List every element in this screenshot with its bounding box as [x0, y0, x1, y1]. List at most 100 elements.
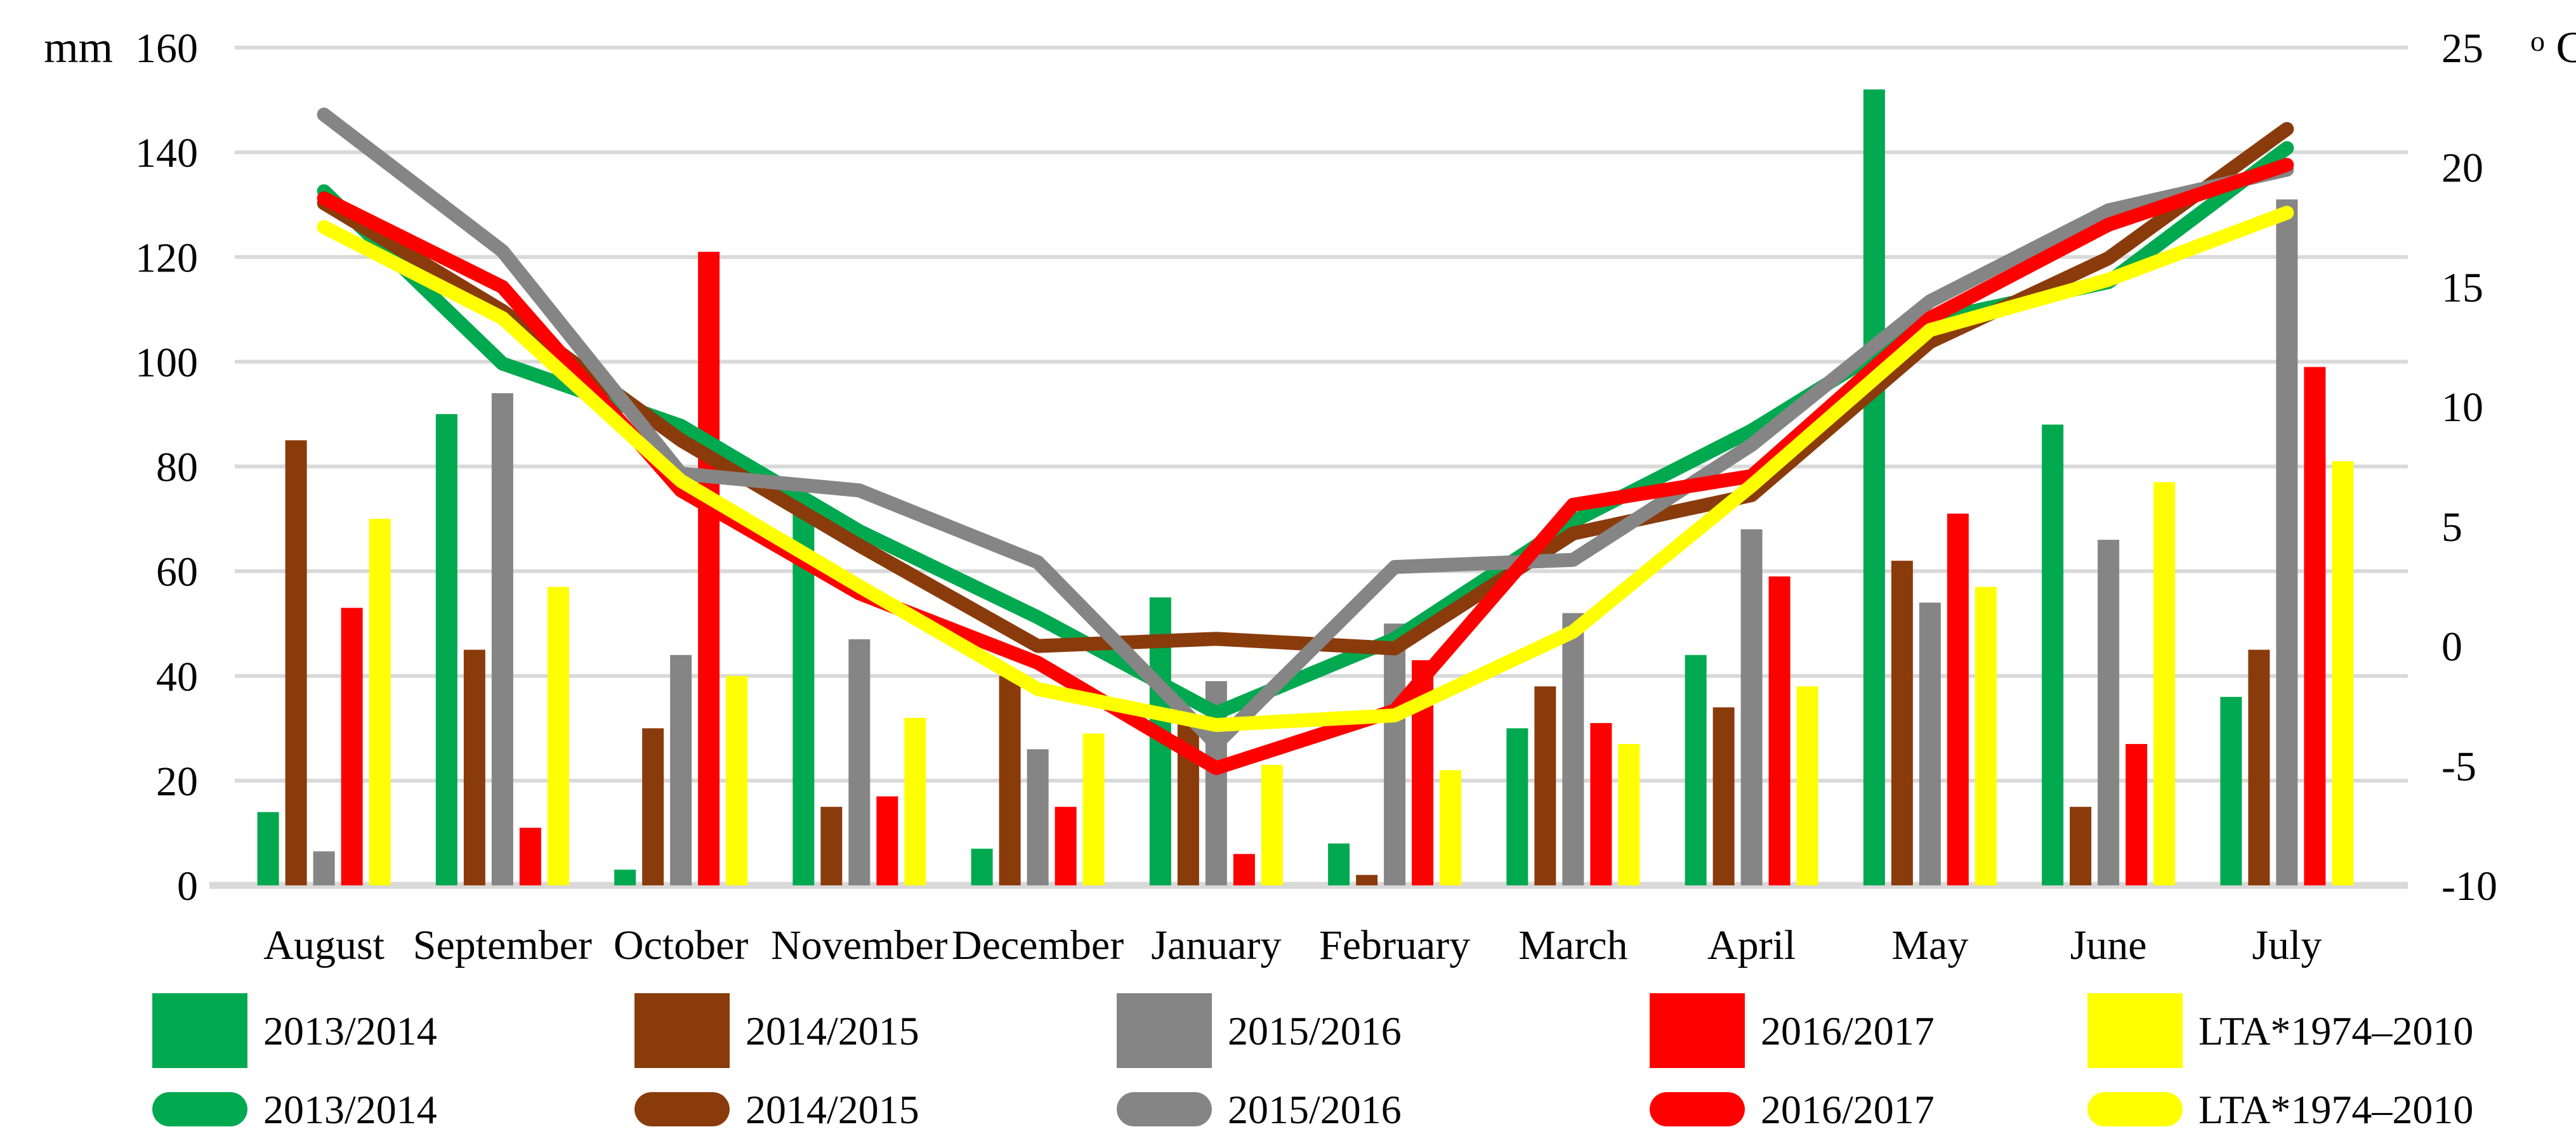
bar-august: [313, 851, 335, 885]
legend-bar-swatch: [1650, 993, 1745, 1068]
bar-june: [2042, 424, 2064, 885]
bar-june: [2153, 482, 2176, 885]
bar-november: [904, 717, 926, 885]
right-axis-tick-label: -10: [2441, 863, 2497, 909]
bar-may: [1863, 89, 1885, 885]
right-axis-tick-label: 15: [2441, 264, 2483, 311]
legend-line-label: 2015/2016: [1228, 1087, 1402, 1132]
left-axis-tick-label: 160: [135, 25, 198, 72]
legend-bar-swatch: [2087, 993, 2183, 1068]
legend-item-bar-2013-2014: 2013/2014: [152, 993, 437, 1068]
month-label-june: June: [2070, 922, 2147, 968]
bar-may: [1947, 513, 1969, 885]
bar-july: [2276, 199, 2298, 885]
bar-september: [519, 828, 541, 885]
month-label-march: March: [1518, 922, 1627, 968]
bar-march: [1590, 723, 1612, 885]
right-axis-tick-label: 20: [2441, 145, 2483, 192]
bar-june: [2098, 540, 2120, 885]
legend-bar-label: 2014/2015: [746, 1008, 919, 1053]
bar-march: [1562, 613, 1584, 885]
right-axis-tick-label: -5: [2441, 743, 2476, 790]
legend-line-label: LTA*1974–2010: [2198, 1087, 2473, 1132]
legend-line-swatch: [1650, 1092, 1745, 1126]
bar-november: [848, 639, 871, 885]
right-axis-tick-label: 0: [2441, 624, 2462, 670]
bar-february: [1440, 770, 1462, 885]
bar-march: [1534, 686, 1556, 885]
bar-december: [1082, 733, 1105, 885]
legend-item-line-2013-2014: 2013/2014: [152, 1087, 437, 1132]
bar-october: [642, 728, 664, 885]
left-axis-unit-label: mm: [44, 23, 113, 72]
bar-october: [670, 655, 692, 885]
month-label-august: August: [263, 922, 384, 968]
bar-september: [435, 414, 457, 885]
legend-line-swatch: [634, 1092, 730, 1126]
degree-base: C: [2556, 23, 2576, 72]
degree-sup: o: [2530, 25, 2545, 57]
legend-bar-swatch: [1117, 993, 1212, 1068]
legend-bar-label: 2016/2017: [1761, 1008, 1935, 1053]
axis-labels-layer: 160 140 120 100 80 60 40 20 0 25 20 15 10 5 0 -5 -10 Augu…: [135, 25, 2497, 968]
legend-item-line-LTA-1974-2010: LTA*1974–2010: [2087, 1087, 2473, 1132]
bar-april: [1768, 576, 1791, 885]
legend-item-line-2016-2017: 2016/2017: [1650, 1087, 1935, 1132]
bar-december: [999, 675, 1021, 885]
left-axis-tick-label: 60: [156, 549, 198, 596]
bar-september: [491, 393, 513, 885]
left-axis-tick-label: 140: [135, 130, 198, 176]
bar-january: [1233, 854, 1255, 885]
legend-line-swatch: [152, 1092, 247, 1126]
bar-august: [257, 812, 279, 885]
bar-october: [698, 251, 720, 885]
left-axis-tick-label: 100: [135, 339, 198, 386]
month-label-july: July: [2252, 922, 2322, 968]
month-label-december: December: [952, 922, 1124, 968]
bar-february: [1384, 623, 1406, 885]
legend-line-label: 2014/2015: [746, 1087, 919, 1132]
month-label-october: October: [614, 922, 749, 968]
legend-item-bar-2016-2017: 2016/2017: [1650, 993, 1935, 1068]
bar-april: [1685, 655, 1707, 885]
bar-series-LTA-1974-2010: [369, 461, 2354, 885]
temperature-line-LTA-1974-2010: [317, 205, 2294, 733]
left-axis-tick-label: 40: [156, 654, 198, 700]
bar-july: [2304, 367, 2326, 885]
bar-september: [547, 587, 569, 885]
right-axis-tick-label: 5: [2441, 504, 2462, 551]
bar-july: [2220, 696, 2242, 885]
month-label-april: April: [1707, 922, 1796, 968]
legend-item-line-2014-2015: 2014/2015: [634, 1087, 919, 1132]
bar-may: [1891, 561, 1913, 885]
left-axis-tick-label: 0: [177, 863, 198, 909]
bar-may: [1975, 587, 1997, 885]
legend-item-bar-2015-2016: 2015/2016: [1117, 993, 1402, 1068]
bar-july: [2332, 461, 2354, 885]
legend-bar-label: LTA*1974–2010: [2198, 1008, 2473, 1053]
legend-bar-swatch: [152, 993, 247, 1068]
bar-may: [1919, 603, 1941, 885]
bar-series-2013-2014: [257, 89, 2242, 885]
legend-bar-swatch: [634, 993, 730, 1068]
bar-october: [726, 675, 748, 885]
legend-item-line-2015-2016: 2015/2016: [1117, 1087, 1402, 1132]
bar-december: [1055, 807, 1077, 885]
bars-layer: [257, 89, 2354, 885]
legend-item-bar-LTA-1974-2010: LTA*1974–2010: [2087, 993, 2473, 1068]
bar-june: [2126, 744, 2148, 885]
temperature-line-2015-2016: [317, 107, 2294, 752]
month-label-may: May: [1891, 922, 1968, 968]
bar-july: [2248, 649, 2270, 885]
legend-bar-label: 2015/2016: [1228, 1008, 1402, 1053]
legend-layer: 2013/2014 2014/2015 2015/2016 2016/2017 LTA*…: [152, 993, 2473, 1132]
lines-layer: [317, 107, 2294, 776]
bar-june: [2070, 807, 2092, 885]
bar-december: [1027, 749, 1049, 885]
right-axis-tick-label: 25: [2441, 25, 2483, 72]
bar-december: [971, 849, 993, 885]
legend-line-swatch: [1117, 1092, 1212, 1126]
bar-april: [1740, 529, 1763, 885]
bar-series-2015-2016: [313, 199, 2298, 885]
